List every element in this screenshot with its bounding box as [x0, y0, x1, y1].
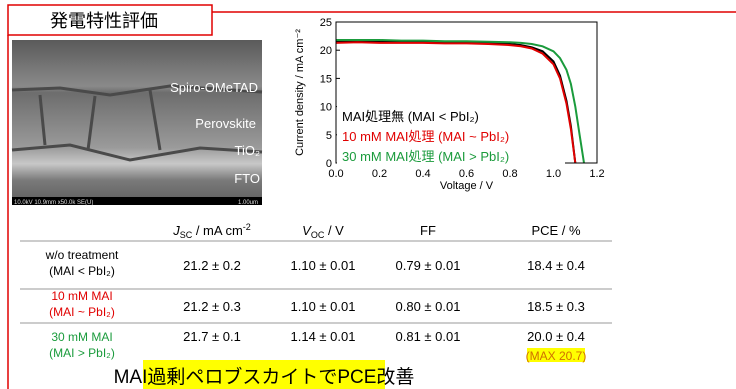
sem-label: TiO₂: [234, 143, 260, 158]
header-sub: SC: [180, 230, 193, 240]
header-sub: OC: [311, 230, 325, 240]
table-header: PCE / %: [531, 223, 581, 238]
y-tick-label: 15: [320, 73, 332, 85]
legend-label: MAI処理無 (MAI < PbI₂): [342, 109, 479, 124]
sem-info: 10.0kV 10.9mm x50.0k SE(U): [14, 200, 93, 206]
table-cell: 1.10 ± 0.01: [291, 299, 356, 314]
table-cell: 21.2 ± 0.3: [183, 299, 241, 314]
legend-label: 10 mM MAI処理 (MAI ~ PbI₂): [342, 129, 509, 144]
sem-label: Perovskite: [195, 116, 256, 131]
table-cell: 0.80 ± 0.01: [396, 299, 461, 314]
table-header: VOC / V: [302, 223, 344, 240]
x-tick-label: 0.8: [502, 168, 517, 180]
x-tick-label: 0.2: [372, 168, 387, 180]
table-cell: 1.14 ± 0.01: [291, 329, 356, 344]
row-label: 30 mM MAI: [51, 330, 112, 344]
banner: MAI過剰ペロブスカイトでPCE改善: [114, 365, 415, 388]
row-label: (MAI > PbI₂): [49, 346, 115, 360]
row-label: 10 mM MAI: [51, 289, 112, 303]
y-tick-label: 25: [320, 17, 332, 29]
header-unit: / V: [324, 223, 344, 238]
row-label: w/o treatment: [45, 248, 119, 262]
slide: 発電特性評価 10.0kV 10.9mm x50.0k SE(U) 1.00um…: [0, 0, 736, 389]
x-tick-label: 1.2: [589, 168, 604, 180]
y-axis-label: Current density / mA cm⁻²: [294, 29, 306, 156]
table-cell: 18.5 ± 0.3: [527, 299, 585, 314]
sem-label: FTO: [234, 171, 260, 186]
y-tick-label: 20: [320, 45, 332, 57]
x-axis-label: Voltage / V: [440, 180, 494, 192]
legend-label: 30 mM MAI処理 (MAI > PbI₂): [342, 149, 509, 164]
y-tick-label: 0: [326, 158, 332, 170]
row-label: (MAI ~ PbI₂): [49, 305, 115, 319]
table-cell: 21.2 ± 0.2: [183, 258, 241, 273]
header-sup: -2: [243, 222, 251, 232]
sem-scale: 1.00um: [238, 200, 258, 206]
sem-label: Spiro-OMeTAD: [170, 80, 258, 95]
x-tick-label: 1.0: [546, 168, 561, 180]
y-tick-label: 5: [326, 130, 332, 142]
table-cell: 1.10 ± 0.01: [291, 258, 356, 273]
x-tick-label: 0.6: [459, 168, 474, 180]
header-symbol: FF: [420, 223, 436, 238]
table-cell: 0.81 ± 0.01: [396, 329, 461, 344]
header-unit: / mA cm: [192, 223, 243, 238]
table-note: (MAX 20.7): [526, 349, 587, 363]
header-symbol: PCE / %: [531, 223, 581, 238]
table-header: JSC / mA cm-2: [172, 222, 251, 240]
table-cell: 18.4 ± 0.4: [527, 258, 585, 273]
y-tick-label: 10: [320, 102, 332, 114]
row-label: (MAI < PbI₂): [49, 264, 115, 278]
title: 発電特性評価: [50, 11, 158, 31]
table-cell: 20.0 ± 0.4: [527, 329, 585, 344]
table-cell: 21.7 ± 0.1: [183, 329, 241, 344]
x-tick-label: 0.4: [415, 168, 430, 180]
table-header: FF: [420, 223, 436, 238]
table-cell: 0.79 ± 0.01: [396, 258, 461, 273]
